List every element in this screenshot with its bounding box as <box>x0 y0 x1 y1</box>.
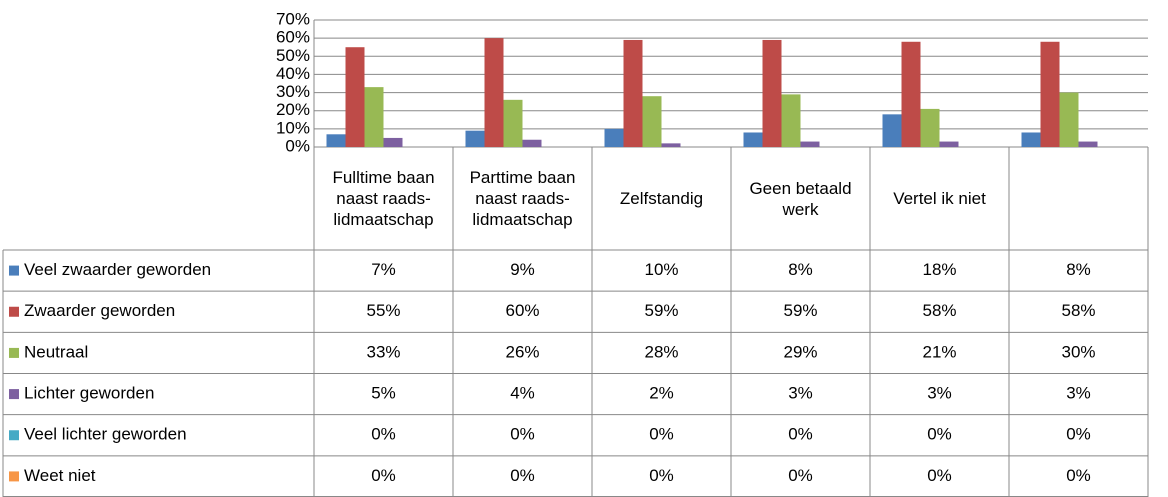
table-cell: 8% <box>1066 260 1091 279</box>
table-cell: 0% <box>1066 466 1091 485</box>
legend-swatch <box>9 471 19 482</box>
legend-label: Lichter geworden <box>24 384 154 403</box>
legend-label: Weet niet <box>24 466 96 485</box>
legend-swatch <box>9 347 19 358</box>
bar <box>623 39 643 148</box>
table-cell: 0% <box>371 425 396 444</box>
table-cell: 0% <box>510 425 535 444</box>
table-cell: 10% <box>644 260 678 279</box>
table-cell: 8% <box>788 260 813 279</box>
table-cell: 59% <box>783 301 817 320</box>
table-cell: 0% <box>1066 425 1091 444</box>
bar <box>762 39 782 148</box>
table-cell: 60% <box>505 301 539 320</box>
table-cell: 59% <box>644 301 678 320</box>
bar <box>345 47 365 147</box>
y-tick-label: 30% <box>276 82 310 101</box>
legend-swatch <box>9 430 19 441</box>
bar <box>383 137 403 147</box>
table-cell: 0% <box>788 425 813 444</box>
bar <box>604 128 624 147</box>
bar <box>1078 141 1098 147</box>
bar <box>642 96 662 147</box>
bar <box>326 134 346 147</box>
x-tick-label: Vertel ik niet <box>893 189 986 208</box>
legend-label: Neutraal <box>24 342 88 361</box>
table-cell: 30% <box>1061 342 1095 361</box>
bar <box>920 108 940 147</box>
x-tick-label: Zelfstandig <box>619 189 704 208</box>
y-tick-label: 0% <box>285 136 310 155</box>
table-cell: 0% <box>371 466 396 485</box>
bar <box>743 132 763 147</box>
y-tick-label: 60% <box>276 28 310 47</box>
x-tick-label: Geen betaald werk <box>749 178 852 219</box>
table-cell: 26% <box>505 342 539 361</box>
bar <box>939 141 959 147</box>
y-tick-label: 20% <box>276 100 310 119</box>
legend-label: Veel lichter geworden <box>24 425 187 444</box>
bar <box>364 87 384 147</box>
bar <box>901 41 921 148</box>
table-cell: 58% <box>1061 301 1095 320</box>
bar <box>661 143 681 147</box>
table-cell: 0% <box>649 466 674 485</box>
table-cell: 18% <box>922 260 956 279</box>
table-cell: 0% <box>788 466 813 485</box>
table-cell: 9% <box>510 260 535 279</box>
bar <box>1040 41 1060 148</box>
table-cell: 7% <box>371 260 396 279</box>
bar <box>484 38 504 148</box>
legend-label: Zwaarder geworden <box>24 301 175 320</box>
y-tick-label: 10% <box>276 118 310 137</box>
y-tick-label: 50% <box>276 46 310 65</box>
table-cell: 0% <box>649 425 674 444</box>
table-cell: 58% <box>922 301 956 320</box>
bar <box>1059 92 1079 147</box>
table-cell: 3% <box>1066 384 1091 403</box>
table-cell: 0% <box>927 466 952 485</box>
table-cell: 5% <box>371 384 396 403</box>
table-cell: 3% <box>927 384 952 403</box>
bar <box>1021 132 1041 147</box>
table-cell: 33% <box>366 342 400 361</box>
bar <box>882 114 902 147</box>
x-tick-label: Fulltime baan naast raads-lidmaatschap <box>332 168 435 229</box>
legend-label: Veel zwaarder geworden <box>24 260 211 279</box>
bar <box>503 99 523 147</box>
table-cell: 2% <box>649 384 674 403</box>
table-cell: 3% <box>788 384 813 403</box>
legend-swatch <box>9 265 19 276</box>
table-cell: 28% <box>644 342 678 361</box>
bar <box>465 130 485 147</box>
bar <box>781 94 801 147</box>
bar <box>522 139 542 147</box>
table-cell: 0% <box>927 425 952 444</box>
x-tick-label: Parttime baan naast raads-lidmaatschap <box>469 168 576 229</box>
y-tick-label: 70% <box>276 9 310 28</box>
table-cell: 55% <box>366 301 400 320</box>
bar <box>800 141 820 147</box>
legend-swatch <box>9 306 19 317</box>
y-tick-label: 40% <box>276 64 310 83</box>
table-cell: 29% <box>783 342 817 361</box>
table-cell: 21% <box>922 342 956 361</box>
table-cell: 0% <box>510 466 535 485</box>
table-cell: 4% <box>510 384 535 403</box>
legend-swatch <box>9 389 19 400</box>
